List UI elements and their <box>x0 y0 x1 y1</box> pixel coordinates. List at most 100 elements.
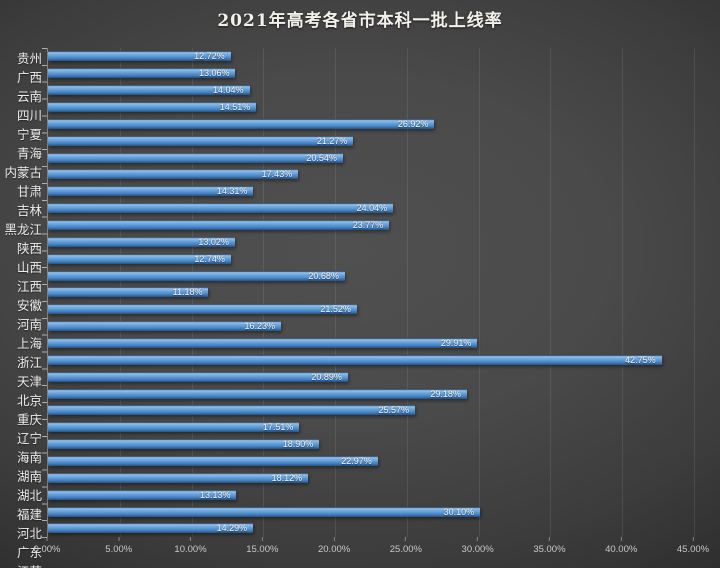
bar-row: 26.92% <box>48 115 694 132</box>
x-tick: 5.00% <box>105 537 132 555</box>
x-tick-mark <box>261 537 263 541</box>
bar: 20.68% <box>48 270 345 281</box>
x-tick-label: 35.00% <box>533 544 566 555</box>
bar: 12.72% <box>48 51 231 62</box>
x-tick-label: 20.00% <box>317 544 351 555</box>
x-tick-label: 0.00% <box>33 544 61 555</box>
category-label: 陕西 <box>16 242 42 256</box>
bar-row: 21.27% <box>48 132 694 149</box>
bar-row: 12.72% <box>48 48 694 65</box>
gridline <box>478 48 480 537</box>
x-tick-mark <box>190 537 192 541</box>
x-tick: 40.00% <box>605 537 637 555</box>
bar: 25.57% <box>48 405 416 416</box>
category-label: 辽宁 <box>16 432 42 446</box>
bar-value-label: 18.90% <box>282 439 314 450</box>
bar: 13.02% <box>48 236 235 247</box>
x-tick: 45.00% <box>677 537 709 555</box>
bar-value-label: 14.51% <box>219 102 251 112</box>
bar: 16.23% <box>48 321 281 332</box>
bar-value-label: 12.72% <box>194 51 225 62</box>
bar: 13.06% <box>48 68 236 79</box>
bar-value-label: 13.13% <box>199 489 231 500</box>
x-tick-mark <box>692 537 694 541</box>
bar: 11.18% <box>48 287 209 298</box>
bar: 13.13% <box>48 489 237 500</box>
bar-value-label: 14.29% <box>216 523 248 534</box>
bar-value-label: 14.31% <box>216 186 248 197</box>
category-label: 浙江 <box>16 356 42 370</box>
x-tick-mark <box>333 537 335 541</box>
bar-row: 25.57% <box>48 402 694 419</box>
category-label: 云南 <box>16 90 42 104</box>
bar: 21.52% <box>48 304 357 315</box>
bar: 29.91% <box>48 338 478 349</box>
bar-row: 22.97% <box>48 453 694 470</box>
bar-value-label: 20.68% <box>308 270 339 281</box>
bar: 14.31% <box>48 186 254 197</box>
bar: 22.97% <box>48 456 378 467</box>
x-tick-mark <box>46 537 48 541</box>
bar-row: 18.90% <box>48 436 694 453</box>
category-label: 北京 <box>16 394 42 408</box>
bar-row: 42.75% <box>48 351 694 368</box>
category-label: 甘肃 <box>16 185 42 199</box>
category-label: 广东 <box>16 546 42 560</box>
bar-row: 17.51% <box>48 419 694 436</box>
bar: 20.54% <box>48 152 343 163</box>
bar-value-label: 17.51% <box>262 422 294 433</box>
bar-row: 17.43% <box>48 166 694 183</box>
category-label: 安徽 <box>16 299 42 313</box>
bar: 21.27% <box>48 135 354 146</box>
category-label: 海南 <box>16 451 42 465</box>
bar-row: 12.74% <box>48 250 694 267</box>
gridline <box>335 48 337 537</box>
bar: 23.77% <box>48 220 390 231</box>
gridline <box>406 48 408 537</box>
bar-value-label: 13.06% <box>198 68 230 79</box>
x-tick: 15.00% <box>246 537 278 555</box>
bar: 14.29% <box>48 523 254 534</box>
bar-value-label: 22.97% <box>341 456 372 467</box>
bar-row: 13.13% <box>48 486 694 503</box>
gridline <box>550 48 552 537</box>
bar: 29.18% <box>48 388 467 399</box>
category-label: 河北 <box>16 527 42 541</box>
plot-rows: 12.72% 13.06% 14.04% 14.51% 26.92% 21.27… <box>48 48 694 537</box>
bar: 20.89% <box>48 371 348 382</box>
category-label: 广西 <box>16 71 42 85</box>
bar-value-label: 11.18% <box>172 287 203 298</box>
bar: 14.04% <box>48 85 250 96</box>
bar: 17.51% <box>48 422 300 433</box>
bar-row: 11.18% <box>48 284 694 301</box>
bar-value-label: 30.10% <box>443 506 475 517</box>
gridline <box>622 48 624 537</box>
category-label: 青海 <box>16 147 42 161</box>
bar: 14.51% <box>48 102 257 112</box>
category-label: 湖南 <box>16 470 42 484</box>
category-label: 四川 <box>16 109 42 123</box>
category-axis: 贵州 广西 云南 四川 宁夏 青海 内蒙古 甘肃 吉林 黑龙江 陕西 山西 江西 安徽 河南 上海 浙江 天津 北京… <box>0 48 44 568</box>
bar-row: 18.12% <box>48 469 694 486</box>
bar-value-label: 42.75% <box>625 354 656 365</box>
category-label: 内蒙古 <box>4 166 42 180</box>
category-label: 贵州 <box>16 52 42 66</box>
x-tick-mark <box>548 537 550 541</box>
x-tick-mark <box>118 537 120 541</box>
x-tick-mark <box>477 537 479 541</box>
chart-title: 2021年高考各省市本科一批上线率 <box>217 11 503 31</box>
bar-row: 14.31% <box>48 183 694 200</box>
bar-value-label: 13.02% <box>198 236 229 247</box>
category-label: 上海 <box>16 337 42 351</box>
bar-row: 20.54% <box>48 149 694 166</box>
x-tick-mark <box>620 537 622 541</box>
x-tick-label: 25.00% <box>389 544 422 555</box>
category-label: 福建 <box>16 508 42 522</box>
category-label: 山西 <box>16 261 42 275</box>
category-label: 江西 <box>16 280 42 294</box>
bar-value-label: 14.04% <box>213 85 244 96</box>
bar-row: 29.91% <box>48 335 694 352</box>
category-label: 黑龙江 <box>4 223 42 237</box>
bar-row: 30.10% <box>48 503 694 520</box>
